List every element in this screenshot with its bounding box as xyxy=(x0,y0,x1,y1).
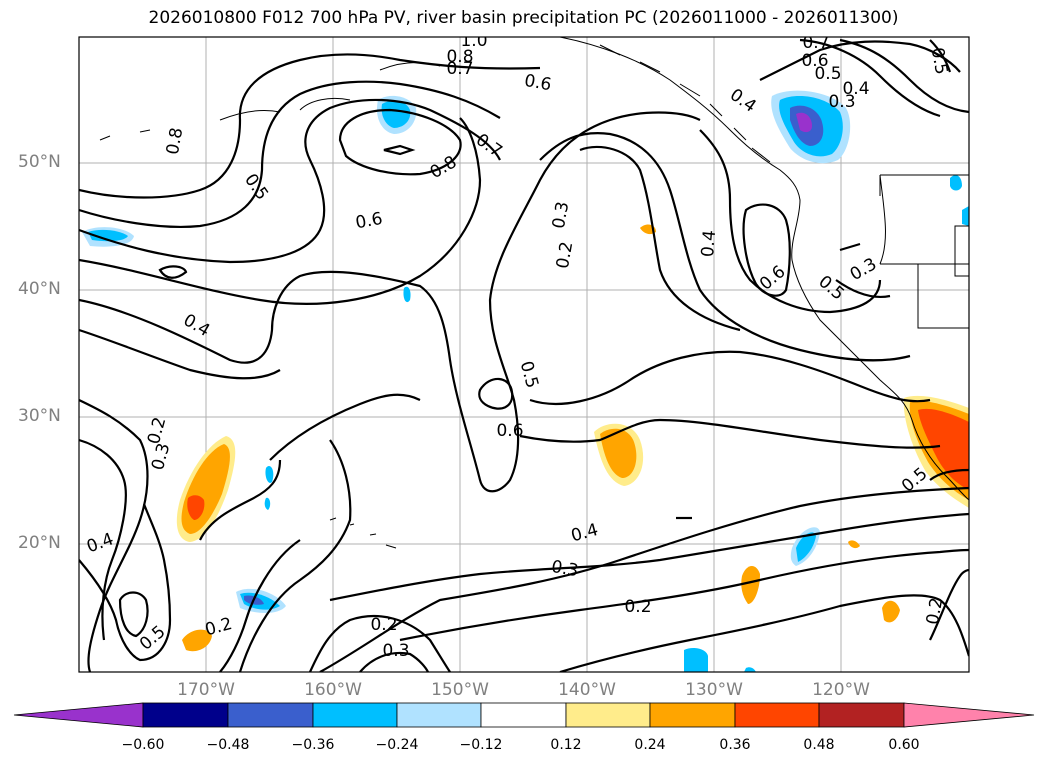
contour-label: 0.5 xyxy=(240,170,272,204)
contour-label: 0.2 xyxy=(923,596,947,626)
contour-label: 0.5 xyxy=(814,272,848,305)
contour-label: 0.4 xyxy=(698,229,720,258)
colorbar-tick: 0.60 xyxy=(888,737,920,753)
contour-label: 0.4 xyxy=(180,310,213,341)
orange-patch-center-inner xyxy=(600,428,637,478)
contour-label: 0.7 xyxy=(446,59,473,79)
orange-patch-sw xyxy=(182,629,212,652)
contour-label: 1.0 xyxy=(460,31,487,51)
contour-label: 0.8 xyxy=(163,126,187,156)
contour-label: 0.2 xyxy=(203,614,234,640)
colorbar-cell xyxy=(649,702,736,728)
colorbar-tick: −0.60 xyxy=(121,737,165,753)
orange-patch-se3 xyxy=(848,540,860,549)
blue-patch-west-inner xyxy=(88,229,128,242)
colorbar-cell xyxy=(565,702,651,728)
contour-label: 0.2 xyxy=(370,615,397,635)
colorbar-cell xyxy=(734,702,820,728)
colorbar-tick: −0.48 xyxy=(206,737,250,753)
blue-patch-ne xyxy=(950,175,962,191)
blue-patch-small2 xyxy=(265,465,274,483)
precipitation-shading xyxy=(82,90,969,672)
contour-label: 0.4 xyxy=(569,520,600,546)
colorbar-cell xyxy=(396,702,482,728)
blue-patch-ne2 xyxy=(962,206,969,226)
colorbar xyxy=(13,702,1035,728)
contour-label: 0.3 xyxy=(828,92,855,112)
colorbar-tick: 0.48 xyxy=(803,737,835,753)
lat-label-30n: 30°N xyxy=(18,406,61,426)
lon-label-170w: 170°W xyxy=(177,680,235,700)
orange-patch-west-core xyxy=(187,495,205,520)
colorbar-tick: 0.36 xyxy=(719,737,751,753)
contour-label: 0.2 xyxy=(624,597,651,617)
contour-label: 0.3 xyxy=(148,441,174,472)
contour-label: 0.3 xyxy=(847,254,880,285)
contour-label: 0.7 xyxy=(802,33,829,53)
contour-label: 0.4 xyxy=(726,85,760,117)
lat-label-50n: 50°N xyxy=(18,152,61,172)
lat-label-40n: 40°N xyxy=(18,279,61,299)
contour-label: 0.6 xyxy=(496,421,523,441)
gridlines xyxy=(79,37,969,672)
contour-label: 0.3 xyxy=(550,557,580,581)
blue-patch-bottom2 xyxy=(744,667,756,672)
lon-label-150w: 150°W xyxy=(431,680,489,700)
contour-label: 0.4 xyxy=(842,79,869,99)
lat-label-20n: 20°N xyxy=(18,533,61,553)
contour-label: 0.5 xyxy=(927,46,951,76)
contour-label: 0.5 xyxy=(516,359,542,390)
blue-patch-bottom xyxy=(684,648,708,672)
contour-label: 0.3 xyxy=(549,200,573,230)
colorbar-cell xyxy=(142,702,229,728)
contour-label: 0.6 xyxy=(801,51,828,71)
contour-label: 0.3 xyxy=(382,641,409,661)
colorbar-tick: 0.12 xyxy=(550,737,582,753)
colorbar-tick: −0.36 xyxy=(291,737,335,753)
contour-label: 0.6 xyxy=(354,209,384,233)
lon-label-130w: 130°W xyxy=(685,680,743,700)
orange-patch-se1 xyxy=(741,565,760,604)
map-title: 2026010800 F012 700 hPa PV, river basin … xyxy=(148,8,899,28)
blue-patch-east-inner xyxy=(796,532,816,562)
lon-label-140w: 140°W xyxy=(558,680,616,700)
blue-patch-pnw-peak xyxy=(796,112,812,133)
pv-contours xyxy=(79,38,969,672)
blue-patch-north-inner xyxy=(381,100,411,128)
lon-label-120w: 120°W xyxy=(812,680,870,700)
contour-label: 0.2 xyxy=(553,240,577,270)
blue-patch-small3 xyxy=(264,497,271,510)
colorbar-cell xyxy=(818,702,905,728)
blue-patch-small1 xyxy=(403,286,411,303)
colorbar-tick: 0.24 xyxy=(634,737,666,753)
contour-label: 0.4 xyxy=(84,529,116,557)
orange-patch-se2 xyxy=(882,600,900,623)
colorbar-cell xyxy=(480,702,567,728)
colorbar-tick: −0.24 xyxy=(375,737,419,753)
contour-label: 0.6 xyxy=(523,71,553,95)
map-frame xyxy=(78,36,970,673)
colorbar-over-arrow xyxy=(903,702,1035,728)
contour-label: 0.8 xyxy=(446,47,473,67)
contour-label: 0.5 xyxy=(814,64,841,84)
colorbar-under-arrow xyxy=(13,702,144,728)
colorbar-cell xyxy=(227,702,314,728)
colorbar-tick: −0.12 xyxy=(459,737,503,753)
lon-label-160w: 160°W xyxy=(304,680,362,700)
colorbar-cell xyxy=(312,702,398,728)
contour-label: 0.5 xyxy=(136,622,170,655)
coastlines xyxy=(99,37,969,549)
